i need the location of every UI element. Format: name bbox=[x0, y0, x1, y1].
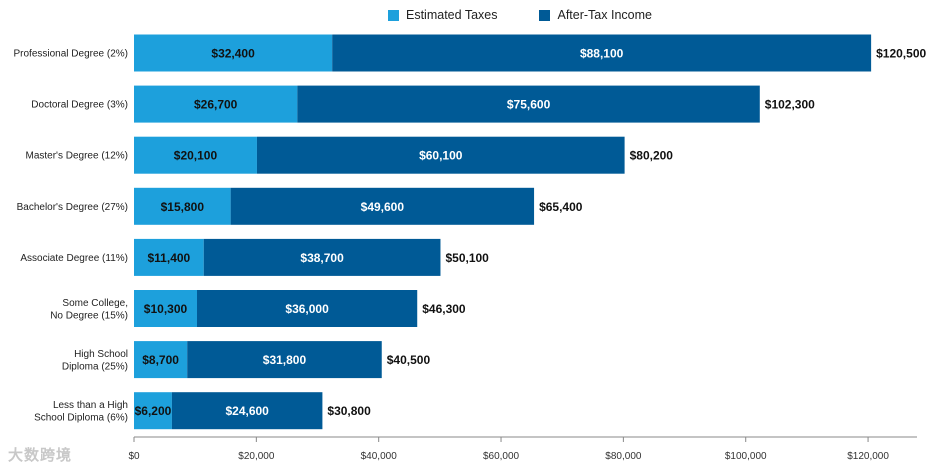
legend-item-after-tax-income: After-Tax Income bbox=[539, 8, 652, 22]
x-tick-label: $120,000 bbox=[847, 451, 889, 462]
x-tick-label: $20,000 bbox=[238, 451, 275, 462]
legend-item-estimated-taxes: Estimated Taxes bbox=[388, 8, 497, 22]
bar-after-tax-income bbox=[197, 290, 418, 327]
x-tick-label: $80,000 bbox=[605, 451, 642, 462]
category-label: Bachelor's Degree (27%) bbox=[17, 202, 128, 213]
bar-estimated-taxes bbox=[134, 341, 188, 379]
bar-after-tax-income bbox=[297, 85, 760, 123]
data-label-total: $65,400 bbox=[539, 200, 583, 214]
bar-estimated-taxes bbox=[134, 85, 298, 123]
legend-swatch-after-tax-income bbox=[539, 9, 551, 21]
x-tick-label: $0 bbox=[128, 451, 140, 462]
bar-after-tax-income bbox=[171, 392, 323, 430]
bar-after-tax-income bbox=[203, 238, 441, 276]
bar-after-tax-income bbox=[256, 136, 625, 174]
data-label-estimated-taxes: $20,100 bbox=[174, 149, 218, 163]
data-label-total: $120,500 bbox=[876, 47, 926, 61]
data-label-estimated-taxes: $32,400 bbox=[211, 47, 255, 61]
legend-label-estimated-taxes: Estimated Taxes bbox=[406, 8, 498, 22]
data-label-estimated-taxes: $26,700 bbox=[194, 98, 238, 112]
category-label: Diploma (25%) bbox=[62, 361, 128, 372]
legend-swatch-estimated-taxes bbox=[388, 9, 399, 21]
data-label-total: $46,300 bbox=[422, 302, 466, 316]
bar-estimated-taxes bbox=[134, 392, 172, 430]
bar-estimated-taxes bbox=[134, 290, 198, 327]
bar-estimated-taxes bbox=[134, 187, 231, 225]
bar-after-tax-income bbox=[230, 187, 535, 225]
data-label-total: $40,500 bbox=[387, 353, 431, 367]
bar-after-tax-income bbox=[187, 341, 382, 379]
data-label-after-tax-income: $60,100 bbox=[419, 149, 463, 163]
data-label-estimated-taxes: $15,800 bbox=[161, 200, 205, 214]
category-label: Master's Degree (12%) bbox=[26, 151, 129, 162]
data-label-total: $80,200 bbox=[630, 149, 674, 163]
category-label: Some College, bbox=[62, 298, 128, 309]
category-label: Associate Degree (11%) bbox=[20, 253, 128, 264]
data-label-estimated-taxes: $11,400 bbox=[148, 251, 191, 265]
data-label-estimated-taxes: $10,300 bbox=[144, 302, 188, 316]
data-label-after-tax-income: $31,800 bbox=[263, 353, 307, 367]
legend-label-after-tax-income: After-Tax Income bbox=[557, 8, 652, 22]
data-label-total: $30,800 bbox=[327, 404, 371, 418]
data-label-estimated-taxes: $8,700 bbox=[142, 353, 179, 367]
data-label-total: $102,300 bbox=[765, 98, 815, 112]
bar-estimated-taxes bbox=[134, 34, 333, 72]
data-label-after-tax-income: $36,000 bbox=[285, 302, 329, 316]
legend: Estimated Taxes After-Tax Income bbox=[388, 8, 694, 22]
data-label-estimated-taxes: $6,200 bbox=[135, 404, 172, 418]
data-label-after-tax-income: $49,600 bbox=[361, 200, 405, 214]
category-label: Professional Degree (2%) bbox=[14, 49, 129, 60]
category-label: Less than a High bbox=[53, 400, 128, 411]
category-label: Doctoral Degree (3%) bbox=[31, 100, 128, 111]
category-label: No Degree (15%) bbox=[50, 310, 128, 321]
category-label: High School bbox=[74, 349, 128, 360]
x-tick-label: $100,000 bbox=[725, 451, 767, 462]
x-tick-label: $60,000 bbox=[483, 451, 520, 462]
x-tick-label: $40,000 bbox=[361, 451, 398, 462]
data-label-after-tax-income: $38,700 bbox=[300, 251, 344, 265]
bar-after-tax-income bbox=[332, 34, 872, 72]
data-label-after-tax-income: $88,100 bbox=[580, 47, 624, 61]
bar-estimated-taxes bbox=[134, 136, 257, 174]
data-label-after-tax-income: $75,600 bbox=[507, 98, 551, 112]
watermark: 大数跨境 bbox=[8, 447, 73, 464]
data-label-total: $50,100 bbox=[445, 251, 489, 265]
bar-estimated-taxes bbox=[134, 238, 204, 276]
category-label: School Diploma (6%) bbox=[34, 412, 128, 423]
data-label-after-tax-income: $24,600 bbox=[225, 404, 269, 418]
